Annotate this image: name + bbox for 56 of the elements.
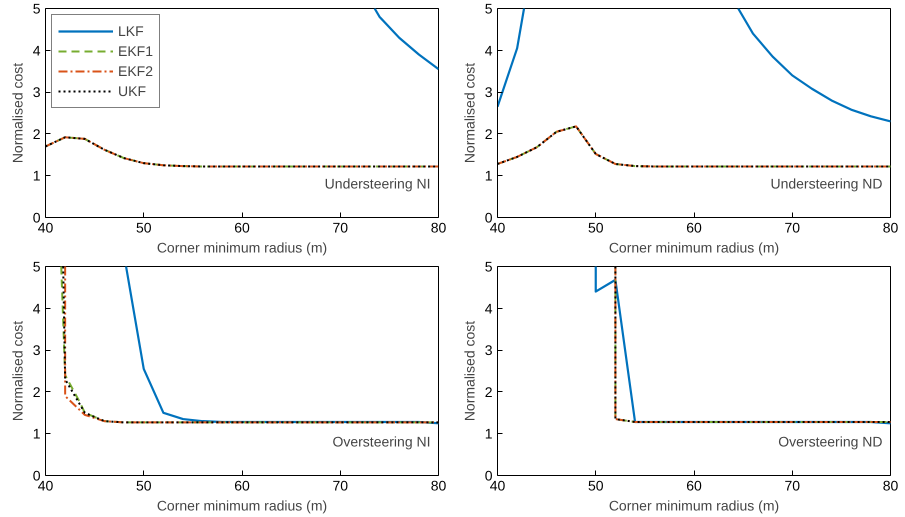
x-axis-title: Corner minimum radius (m) [156, 498, 328, 514]
x-tick-label: 70 [784, 220, 800, 236]
x-tick-label: 60 [234, 478, 250, 494]
y-axis-title: Normalised cost [462, 62, 478, 164]
annotation: Understeering NI [324, 176, 430, 192]
x-tick-label: 80 [882, 478, 898, 494]
legend-label: UKF [118, 83, 146, 99]
x-tick-label: 80 [882, 220, 898, 236]
y-tick-label: 3 [484, 84, 493, 100]
x-tick-label: 60 [234, 220, 250, 236]
x-tick-label: 60 [686, 220, 702, 236]
y-tick-label: 1 [32, 168, 41, 184]
y-tick-label: 2 [32, 126, 41, 142]
y-tick-label: 1 [32, 426, 41, 442]
x-tick-label: 70 [332, 478, 348, 494]
x-tick-label: 60 [686, 478, 702, 494]
x-tick-label: 50 [588, 478, 604, 494]
x-tick-label: 50 [588, 220, 604, 236]
y-axis-title: Normalised cost [10, 320, 26, 422]
x-axis-title: Corner minimum radius (m) [156, 240, 328, 256]
x-tick-label: 80 [430, 478, 446, 494]
y-tick-label: 4 [32, 300, 41, 316]
y-tick-label: 5 [484, 258, 493, 274]
x-axis-title: Corner minimum radius (m) [608, 498, 780, 514]
y-tick-label: 3 [32, 84, 41, 100]
x-tick-label: 80 [430, 220, 446, 236]
y-tick-label: 2 [484, 384, 493, 400]
y-tick-label: 0 [32, 210, 41, 226]
x-tick-label: 50 [136, 220, 152, 236]
y-tick-label: 0 [484, 210, 493, 226]
y-tick-label: 0 [32, 468, 41, 484]
y-tick-label: 5 [484, 0, 493, 16]
y-tick-label: 0 [484, 468, 493, 484]
y-tick-label: 5 [32, 0, 41, 16]
y-tick-label: 1 [484, 168, 493, 184]
y-tick-label: 4 [32, 42, 41, 58]
x-tick-label: 50 [136, 478, 152, 494]
y-tick-label: 4 [484, 42, 493, 58]
legend-label: EKF2 [118, 63, 154, 79]
y-tick-label: 2 [484, 126, 493, 142]
y-axis-title: Normalised cost [10, 62, 26, 164]
x-tick-label: 70 [332, 220, 348, 236]
x-tick-label: 70 [784, 478, 800, 494]
y-tick-label: 3 [484, 342, 493, 358]
legend-label: EKF1 [118, 43, 154, 59]
x-axis-title: Corner minimum radius (m) [608, 240, 780, 256]
annotation: Oversteering NI [332, 434, 431, 450]
annotation: Oversteering ND [778, 434, 883, 450]
y-tick-label: 3 [32, 342, 41, 358]
y-tick-label: 1 [484, 426, 493, 442]
y-tick-label: 4 [484, 300, 493, 316]
y-tick-label: 2 [32, 384, 41, 400]
legend-label: LKF [118, 23, 144, 39]
annotation: Understeering ND [770, 176, 883, 192]
y-axis-title: Normalised cost [462, 320, 478, 422]
y-tick-label: 5 [32, 258, 41, 274]
